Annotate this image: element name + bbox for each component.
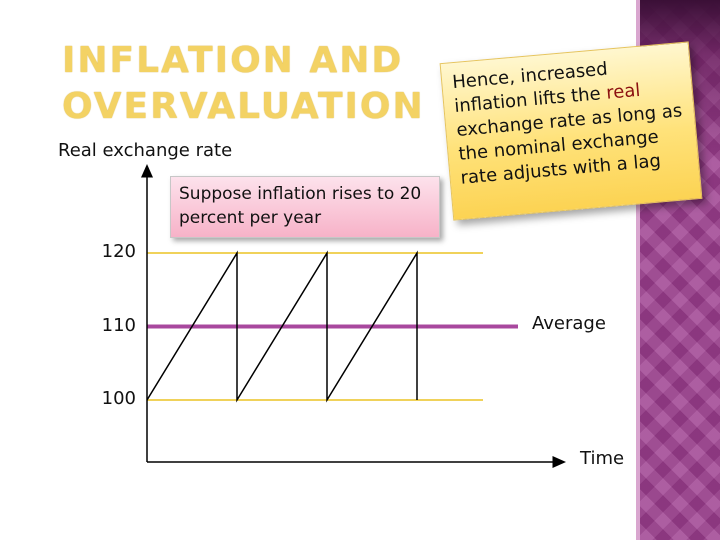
y-tick-120: 120 (101, 241, 136, 262)
x-axis-label: Time (580, 448, 625, 469)
y-tick-100: 100 (101, 388, 136, 409)
title-line-2: OVERVALUATION (62, 86, 425, 127)
slide-title: INFLATION AND OVERVALUATION (62, 38, 425, 130)
y-tick-110: 110 (101, 314, 136, 336)
sawtooth-series-line (146, 250, 418, 403)
inflation-note: Suppose inflation rises to 20 percent pe… (170, 176, 440, 238)
average-label: Average (532, 313, 606, 334)
title-line-1: INFLATION AND (62, 40, 404, 81)
y-axis-label: Real exchange rate (58, 140, 233, 161)
sidebar-edge (636, 0, 640, 540)
